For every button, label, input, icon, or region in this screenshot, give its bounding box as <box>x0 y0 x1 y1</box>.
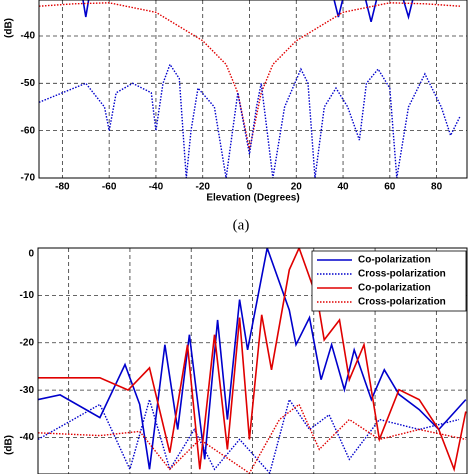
y-tick-label: -10 <box>20 290 35 301</box>
plot-frame <box>37 247 468 474</box>
plot-frame <box>38 0 468 179</box>
x-tick-label: -20 <box>195 182 210 193</box>
series-group <box>39 0 461 178</box>
y-tick-label: -40 <box>21 31 36 42</box>
legend-label: Cross-polarization <box>358 297 446 308</box>
plot-area <box>39 0 467 178</box>
y-axis-label: (dB) <box>4 18 15 38</box>
x-tick-label: -60 <box>102 182 117 193</box>
series-line <box>38 248 467 473</box>
x-tick-label: 60 <box>384 182 396 193</box>
series-group <box>38 248 467 474</box>
x-tick-label: 0 <box>247 182 253 193</box>
series-line <box>82 0 414 22</box>
caption: (a) <box>233 217 250 233</box>
y-tick-label: -30 <box>20 385 35 396</box>
y-tick-label: -20 <box>20 337 35 348</box>
x-tick-label: -80 <box>55 182 70 193</box>
y-tick-label: -60 <box>21 125 36 136</box>
legend-box <box>311 250 467 312</box>
legend-label: Cross-polarization <box>358 269 446 280</box>
x-tick-label: -40 <box>149 182 164 193</box>
legend-label: Co-polarization <box>358 255 431 266</box>
series-line <box>39 62 461 178</box>
x-tick-label: 40 <box>337 182 349 193</box>
x-tick-label: 20 <box>291 182 303 193</box>
x-tick-label: 80 <box>431 182 443 193</box>
x-axis-label: Elevation (Degrees) <box>206 193 299 204</box>
y-tick-label: -70 <box>21 173 36 184</box>
y-axis-label: (dB) <box>4 435 15 455</box>
y-tick-label: -50 <box>21 78 36 89</box>
legend-label: Co-polarization <box>358 283 431 294</box>
y-tick-label: 0 <box>28 249 34 260</box>
y-tick-label: -40 <box>20 432 35 443</box>
